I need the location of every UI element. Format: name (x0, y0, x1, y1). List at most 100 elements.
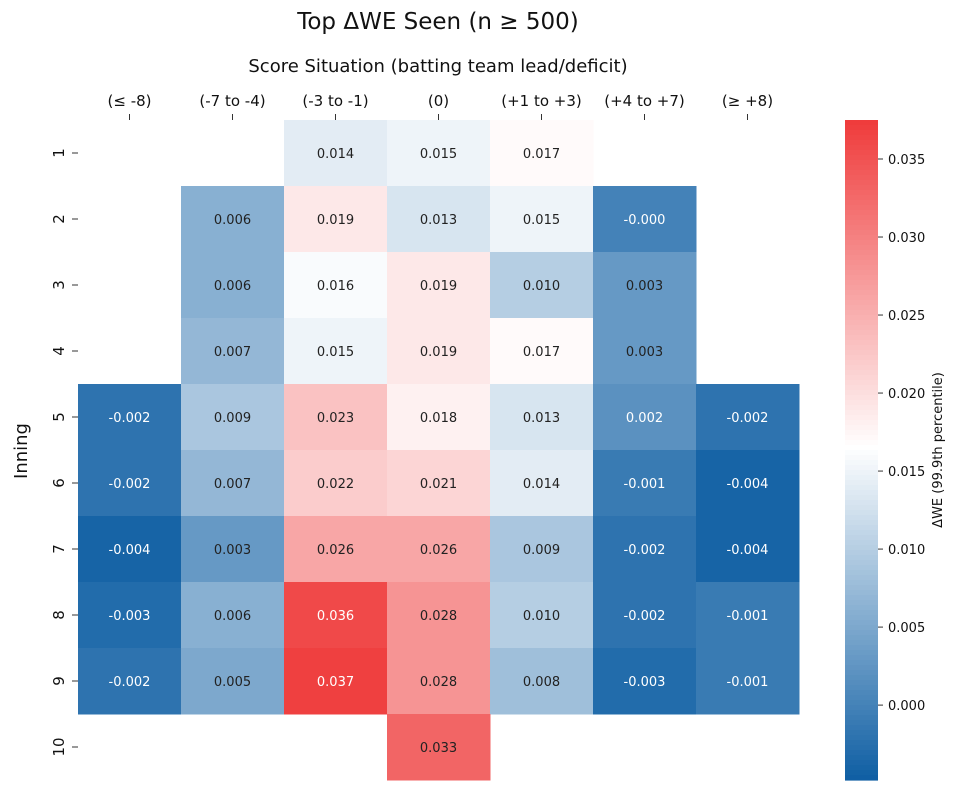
colorbar-segment (845, 320, 878, 326)
colorbar-segment (845, 615, 878, 621)
colorbar-segment (845, 750, 878, 756)
colorbar-segment (845, 640, 878, 646)
colorbar-tick-label: 0.000 (888, 699, 925, 714)
heatmap-cell (490, 252, 594, 319)
colorbar-segment (845, 630, 878, 636)
cell-value-label: 0.014 (317, 147, 354, 162)
x-tick-label: (0) (428, 92, 449, 110)
heatmap-cell (696, 582, 800, 649)
heatmap-cell (78, 384, 182, 451)
colorbar-segment (845, 600, 878, 606)
heatmap-cell (490, 648, 594, 715)
cell-value-label: 0.009 (523, 543, 560, 558)
heatmap-cell-labels: 0.014 0.015 0.017 0.006 0.019 0.013 0.015 -0.00… (109, 147, 769, 756)
colorbar-segment (845, 350, 878, 356)
colorbar-segment (845, 620, 878, 626)
colorbar-segment (845, 330, 878, 336)
heatmap-cell (593, 318, 697, 385)
y-tick-label: 3 (50, 280, 68, 290)
colorbar-segment (845, 475, 878, 481)
colorbar-segment (845, 470, 878, 476)
cell-value-label: 0.026 (317, 543, 354, 558)
colorbar-segment (845, 215, 878, 221)
colorbar-segment (845, 635, 878, 641)
heatmap-cell (696, 384, 800, 451)
colorbar-segment (845, 705, 878, 711)
colorbar-segment (845, 460, 878, 466)
heatmap-cell (181, 252, 285, 319)
heatmap-cell (387, 582, 491, 649)
heatmap-cell (593, 516, 697, 583)
cell-value-label: -0.002 (109, 675, 151, 690)
heatmap-cell (78, 582, 182, 649)
x-tick-label: (-3 to -1) (302, 92, 368, 110)
heatmap-cell (284, 252, 388, 319)
cell-value-label: -0.000 (624, 213, 666, 228)
colorbar-segment (845, 440, 878, 446)
cell-value-label: 0.028 (420, 609, 457, 624)
colorbar-segment (845, 570, 878, 576)
colorbar-tick-label: 0.010 (888, 543, 925, 558)
colorbar-segment (845, 155, 878, 161)
colorbar-segment (845, 230, 878, 236)
cell-value-label: 0.023 (317, 411, 354, 426)
colorbar-segment (845, 315, 878, 321)
heatmap-cell (593, 582, 697, 649)
heatmap-cell (284, 384, 388, 451)
colorbar-segment (845, 650, 878, 656)
colorbar-segment (845, 590, 878, 596)
colorbar-segment (845, 380, 878, 386)
cell-value-label: 0.028 (420, 675, 457, 690)
cell-value-label: -0.002 (109, 411, 151, 426)
colorbar-segment (845, 160, 878, 166)
colorbar-segment (845, 730, 878, 736)
colorbar-segment (845, 680, 878, 686)
colorbar-segment (845, 510, 878, 516)
colorbar-segment (845, 525, 878, 531)
heatmap-cell (387, 516, 491, 583)
x-tick-label: (+4 to +7) (604, 92, 685, 110)
colorbar-segment (845, 455, 878, 461)
cell-value-label: 0.021 (420, 477, 457, 492)
colorbar-segment (845, 740, 878, 746)
cell-value-label: 0.007 (214, 345, 251, 360)
colorbar-segment (845, 445, 878, 451)
colorbar-segment (845, 265, 878, 271)
colorbar-segment (845, 710, 878, 716)
colorbar-segment (845, 770, 878, 776)
cell-value-label: -0.001 (624, 477, 666, 492)
colorbar-segment (845, 720, 878, 726)
cell-value-label: 0.003 (626, 279, 663, 294)
colorbar-segment (845, 340, 878, 346)
heatmap-cell (181, 648, 285, 715)
colorbar-segment (845, 425, 878, 431)
colorbar-segment (845, 690, 878, 696)
colorbar-tick-label: 0.015 (888, 465, 925, 480)
colorbar-segment (845, 665, 878, 671)
colorbar-segment (845, 500, 878, 506)
colorbar-segment (845, 310, 878, 316)
colorbar-segment (845, 660, 878, 666)
cell-value-label: 0.019 (420, 345, 457, 360)
cell-value-label: 0.033 (420, 741, 457, 756)
colorbar-segment (845, 490, 878, 496)
cell-value-label: 0.037 (317, 675, 354, 690)
colorbar-segment (845, 200, 878, 206)
colorbar-segment (845, 130, 878, 136)
cell-value-label: 0.019 (420, 279, 457, 294)
cell-value-label: -0.001 (727, 609, 769, 624)
heatmap-cell (490, 450, 594, 517)
y-axis-ticks: 1 2 3 4 5 6 7 8 9 10 (50, 148, 78, 757)
colorbar-segment (845, 150, 878, 156)
cell-value-label: 0.013 (420, 213, 457, 228)
cell-value-label: -0.003 (109, 609, 151, 624)
colorbar-segment (845, 735, 878, 741)
heatmap-cell (387, 450, 491, 517)
x-tick-label: (-7 to -4) (199, 92, 265, 110)
colorbar-segment (845, 140, 878, 146)
colorbar-segment (845, 495, 878, 501)
cell-value-label: -0.004 (727, 477, 769, 492)
colorbar-segment (845, 365, 878, 371)
colorbar-segment (845, 120, 878, 126)
colorbar-tick-label: 0.020 (888, 387, 925, 402)
